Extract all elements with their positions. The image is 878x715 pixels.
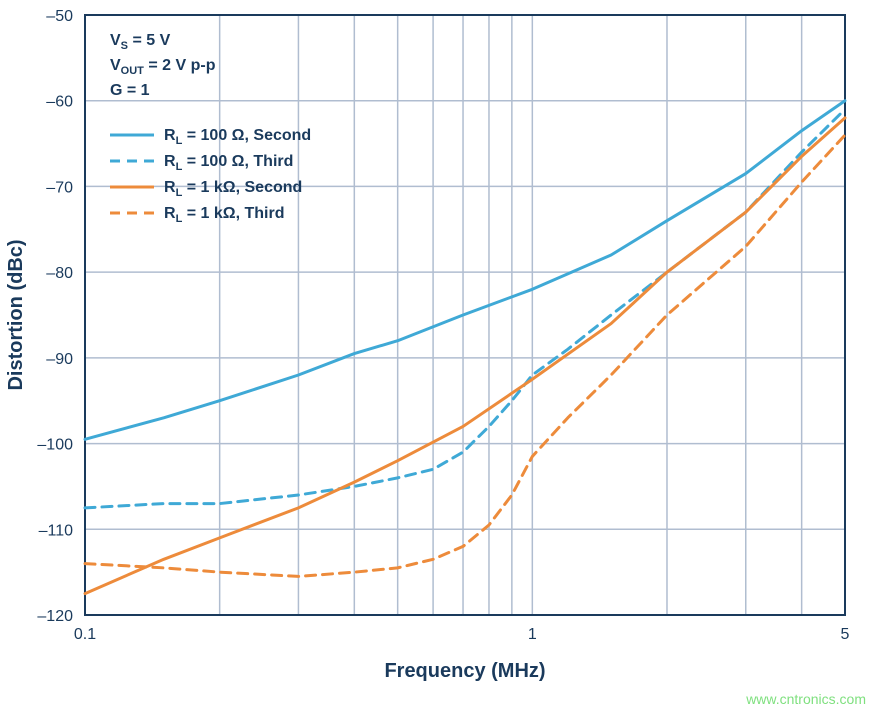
y-tick-label: –110 [39,522,74,539]
y-tick-label: –80 [46,265,73,282]
x-axis-title: Frequency (MHz) [384,660,545,682]
y-tick-label: –100 [37,437,73,454]
y-tick-label: –120 [37,608,73,625]
condition-text: G = 1 [110,82,150,99]
y-tick-label: –60 [46,94,73,111]
distortion-vs-frequency-chart: 0.1 1 5 –120 –110 –100 –90 –80 –70 –60 –50 Frequenc… [0,0,878,715]
x-tick-label: 0.1 [74,626,96,643]
watermark-text: www.cntronics.com [746,691,866,707]
y-axis-title: Distortion (dBc) [5,239,27,390]
x-tick-label: 5 [841,626,850,643]
y-tick-label: –70 [46,179,73,196]
y-tick-label: –50 [46,8,73,25]
chart-container: 0.1 1 5 –120 –110 –100 –90 –80 –70 –60 –50 Frequenc… [0,0,878,715]
y-tick-label: –90 [46,351,73,368]
x-tick-label: 1 [528,626,537,643]
